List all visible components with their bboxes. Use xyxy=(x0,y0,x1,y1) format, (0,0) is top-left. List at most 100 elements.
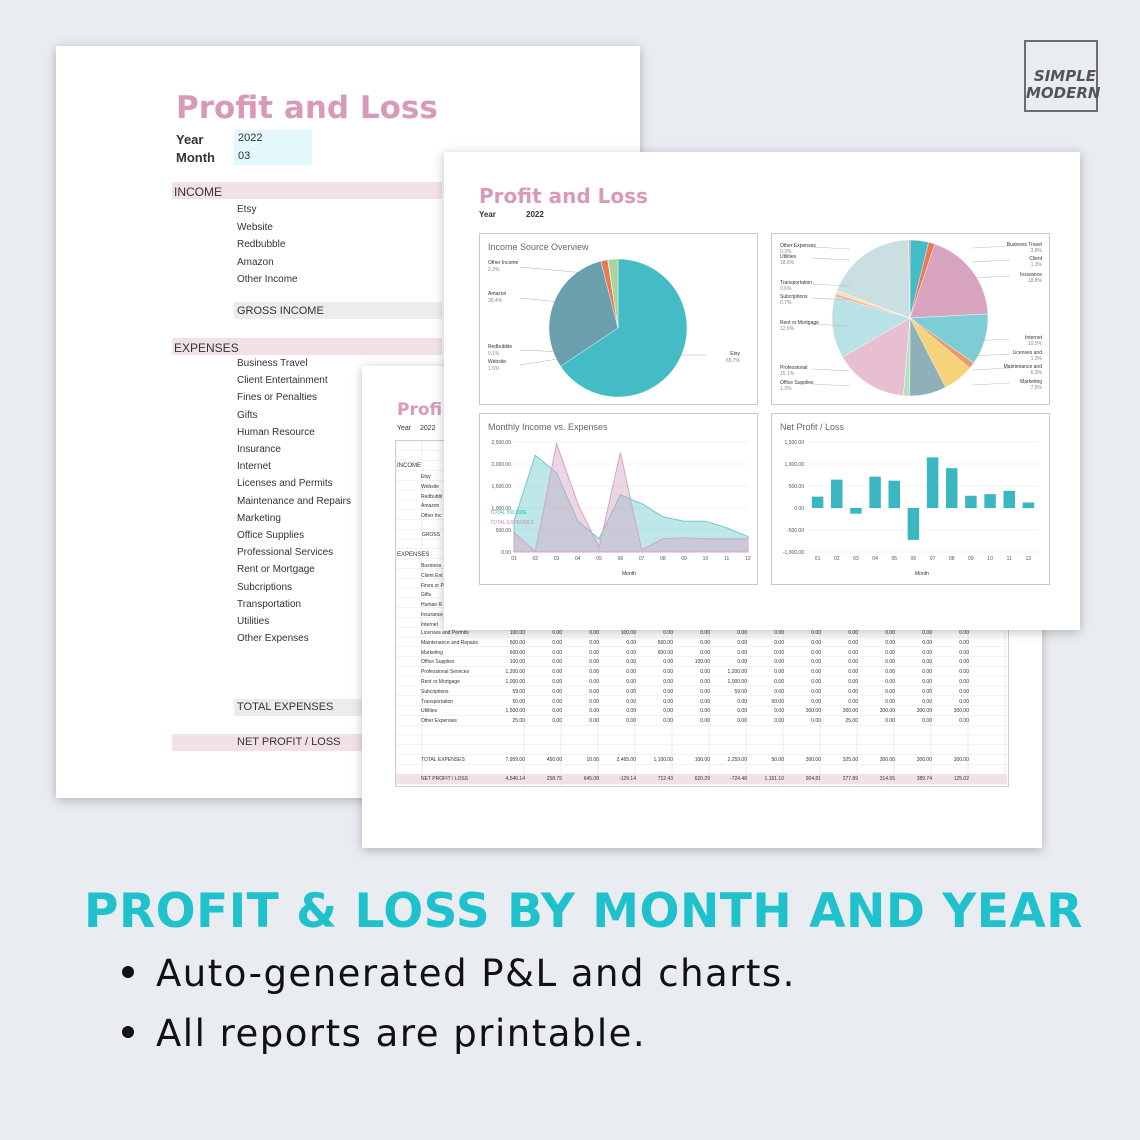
pie1-label-pct: 30.4% xyxy=(488,298,503,304)
table-row-cell: 0.00 xyxy=(848,679,858,685)
year-month-input-box[interactable] xyxy=(234,130,312,165)
table-row-cell: 0.00 xyxy=(774,659,784,666)
middle-expense-item: Client Ent xyxy=(421,572,443,579)
table-row-cell: 0.00 xyxy=(626,649,636,656)
income-header: INCOME xyxy=(174,185,222,199)
table-row-cell: 0.00 xyxy=(774,639,784,646)
table-row-cell: 0.00 xyxy=(811,718,821,725)
total-row-cell: 2,465.00 xyxy=(616,757,636,763)
middle-gross: GROSS xyxy=(422,532,441,538)
net-profit-bar xyxy=(888,480,900,508)
table-row-cell: 0.00 xyxy=(626,679,636,685)
table-row-cell: 0.00 xyxy=(663,688,673,695)
pie1-label-pct: 1.6% xyxy=(488,366,500,372)
pie2-label-pct: 0.7% xyxy=(780,300,792,306)
table-row-cell: 0.00 xyxy=(737,718,747,725)
pie2-label-pct: 12.6% xyxy=(780,326,795,332)
middle-year-value: 2022 xyxy=(420,425,436,432)
year-value[interactable]: 2022 xyxy=(238,132,263,144)
net-profit-bar xyxy=(907,508,920,540)
net-profit-bar xyxy=(926,457,939,508)
total-expenses-label: TOTAL EXPENSES xyxy=(237,701,334,713)
table-row-label: Office Supplies xyxy=(421,659,455,666)
table-row-cell: 0.00 xyxy=(626,669,636,676)
table-row-cell: 0.00 xyxy=(626,698,636,705)
table-row-label: Utilities xyxy=(421,708,438,715)
table-row-cell: 500.00 xyxy=(657,639,673,646)
table-row-cell: 1,000.00 xyxy=(727,679,747,685)
bar-xtick: 10 xyxy=(987,556,993,562)
net-row-band xyxy=(396,774,1007,784)
net-profit-bar xyxy=(1003,490,1015,508)
area-ytick: 2,500.00 xyxy=(492,440,512,446)
simple-modern-logo: SIMPLE MODERN xyxy=(1024,40,1101,112)
income-pie-panel: Income Source Overview Other Income 2.3% A… xyxy=(479,233,758,405)
bar-xtick: 07 xyxy=(930,556,936,562)
pie1-label-pct: 2.3% xyxy=(488,267,500,273)
table-row-cell: 0.00 xyxy=(589,698,599,705)
table-row-cell: 0.00 xyxy=(885,679,895,685)
headline: PROFIT & LOSS BY MONTH AND YEAR xyxy=(84,884,1083,939)
expense-item: Insurance xyxy=(237,444,281,455)
table-row-cell: 0.00 xyxy=(885,718,895,725)
expense-item: Rent or Mortgage xyxy=(237,564,315,576)
pie2-label-pct: 6.3% xyxy=(1030,370,1042,376)
pie2-label-name: Subcriptions xyxy=(780,294,808,300)
bar-ytick: 0.00 xyxy=(794,506,804,512)
expense-item: Transportation xyxy=(237,598,302,610)
table-row-cell: 1,200.00 xyxy=(727,669,747,676)
bar-xtick: 05 xyxy=(891,556,897,562)
bar-ytick: -1,000.00 xyxy=(783,550,804,556)
pie2-label-name: Client xyxy=(1029,256,1042,262)
table-row-cell: 600.00 xyxy=(657,649,673,656)
table-row-cell: 0.00 xyxy=(737,708,747,715)
table-row-cell: 59.00 xyxy=(734,688,747,695)
pie2-label-name: Professional xyxy=(780,365,808,371)
table-row-cell: 0.00 xyxy=(589,708,599,715)
pie2-label-name: Other Expenses xyxy=(780,243,816,249)
table-row-cell: 0.00 xyxy=(959,630,969,636)
logo-line1: SIMPLE xyxy=(1033,67,1096,85)
table-row-cell: 0.00 xyxy=(700,669,710,676)
total-row-cell: 100.00 xyxy=(694,757,710,763)
pie-slice-etsy xyxy=(560,258,688,398)
table-row-cell: 0.00 xyxy=(848,688,858,695)
bar-ytick: 1,500.00 xyxy=(785,440,805,446)
pie2-label-pct: 1.3% xyxy=(1030,262,1042,268)
table-row-cell: 0.00 xyxy=(737,639,747,646)
logo-line2: MODERN xyxy=(1026,84,1101,102)
table-row-cell: 0.00 xyxy=(959,659,969,666)
bar-xtick: 04 xyxy=(872,556,878,562)
income-item: Redbubble xyxy=(237,239,286,250)
bar-xtick: 03 xyxy=(853,556,859,562)
month-label: Month xyxy=(176,150,215,165)
table-row-cell: 0.00 xyxy=(922,659,932,666)
table-row-cell: 300.00 xyxy=(879,708,895,715)
net-row-cell: 277.89 xyxy=(842,776,858,782)
pie2-label-pct: 18.8% xyxy=(1027,278,1042,284)
net-profit-bar xyxy=(850,508,862,514)
net-row-cell: 4,546.14 xyxy=(505,776,525,782)
table-row-cell: 0.00 xyxy=(552,669,562,676)
expense-item: Utilities xyxy=(237,616,270,627)
month-value[interactable]: 03 xyxy=(238,150,251,162)
table-row-cell: 0.00 xyxy=(811,630,821,636)
expenses-band xyxy=(172,338,442,355)
table-row-cell: 0.00 xyxy=(700,649,710,656)
table-row-cell: 0.00 xyxy=(663,669,673,676)
bullet-1: Auto-generated P&L and charts. xyxy=(122,952,796,995)
expense-item: Human Resource xyxy=(237,426,315,438)
pie2-label-name: Office Supplies xyxy=(780,380,814,386)
pie2-label-pct: 1.3% xyxy=(1030,356,1042,362)
table-row-cell: 0.00 xyxy=(922,669,932,676)
expense-item: Other Expenses xyxy=(237,633,309,645)
table-row-cell: 0.00 xyxy=(589,718,599,725)
table-row-cell: 500.00 xyxy=(509,639,525,646)
table-row-cell: 0.00 xyxy=(959,679,969,685)
total-row-cell: 2,259.00 xyxy=(727,757,747,763)
area-legend-expenses: TOTAL EXPENSES xyxy=(490,520,534,526)
net-row-cell: -129.14 xyxy=(619,776,636,782)
area-xtick: 12 xyxy=(745,556,751,562)
table-row-cell: 50.00 xyxy=(771,698,784,705)
expense-item: Subcriptions xyxy=(237,581,293,593)
